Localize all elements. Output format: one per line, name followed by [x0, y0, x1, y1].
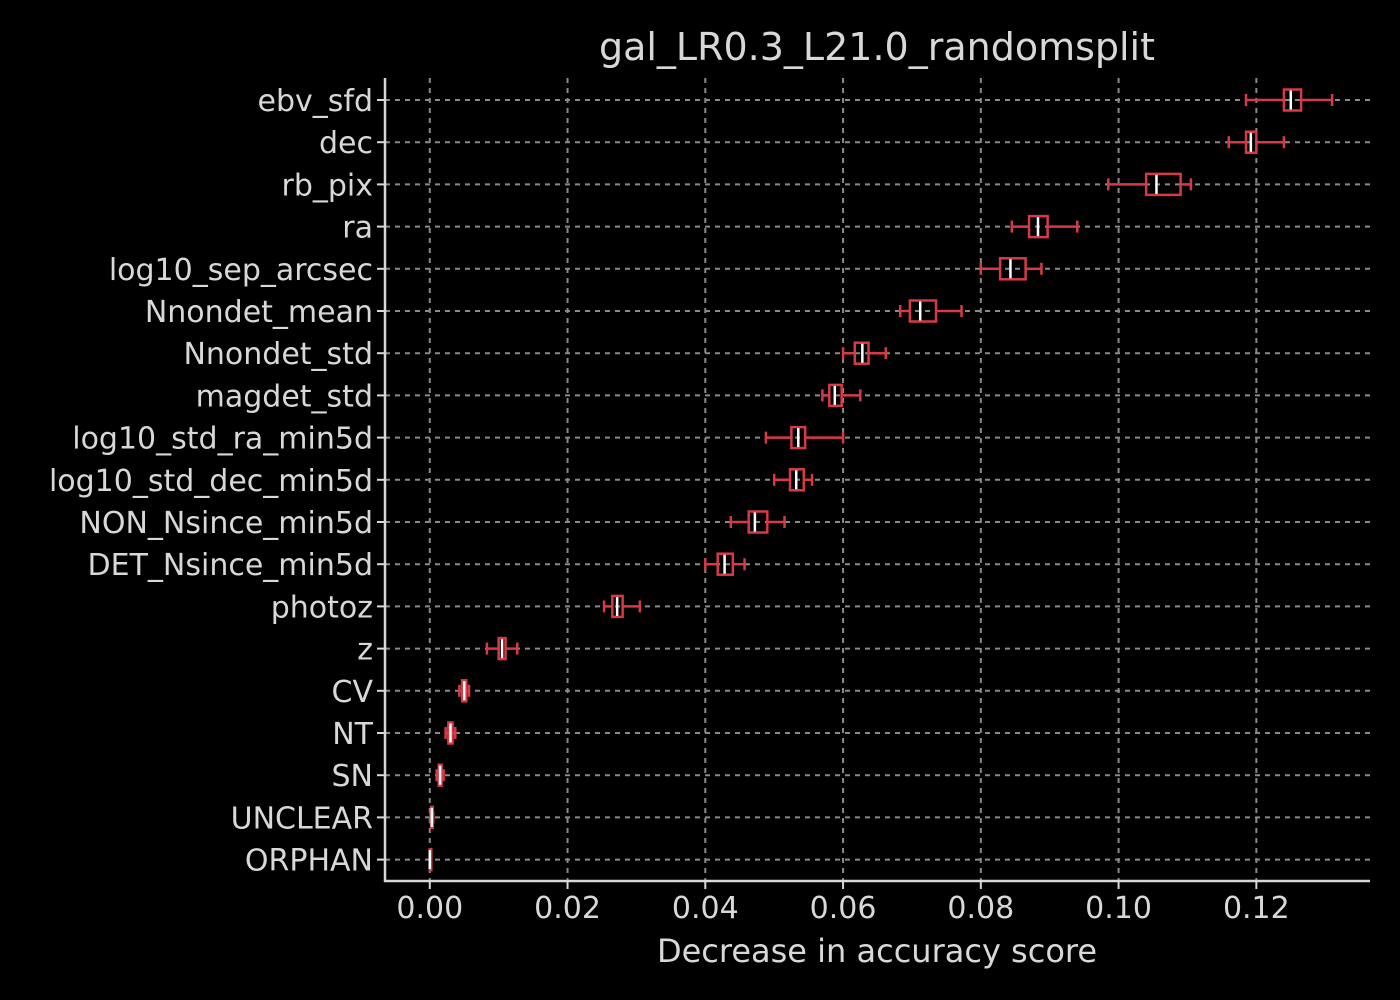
box-log10_std_dec_min5d: [772, 468, 814, 492]
y-tick-label-CV: CV: [332, 675, 374, 710]
box-log10_std_ra_min5d: [764, 425, 845, 450]
x-tick-label-3: 0.06: [810, 891, 877, 926]
box-ebv_sfd: [1244, 88, 1334, 112]
y-tick-label-log10_std_dec_min5d: log10_std_dec_min5d: [49, 464, 373, 499]
x-tick-label-0: 0.00: [396, 891, 463, 926]
x-tick-label-5: 0.10: [1085, 891, 1152, 926]
x-tick-label-2: 0.04: [672, 891, 739, 926]
y-tick-label-ebv_sfd: ebv_sfd: [258, 84, 374, 119]
box-log10_sep_arcsec: [979, 257, 1043, 281]
box-body-log10_sep_arcsec: [998, 257, 1027, 281]
box-NT: [444, 721, 457, 745]
box-body-NT: [447, 721, 454, 745]
x-tick-label-1: 0.02: [534, 891, 601, 926]
box-rb_pix: [1107, 172, 1193, 197]
box-body-ebv_sfd: [1282, 88, 1303, 112]
box-body-CV: [460, 679, 468, 703]
box-ORPHAN: [428, 847, 433, 872]
box-DET_Nsince_min5d: [704, 552, 746, 576]
y-tick-label-SN: SN: [332, 759, 373, 794]
chart-title: gal_LR0.3_L21.0_randomsplit: [599, 25, 1155, 69]
x-tick-label-6: 0.12: [1223, 891, 1290, 926]
y-tick-label-log10_std_ra_min5d: log10_std_ra_min5d: [72, 422, 373, 457]
box-body-Nnondet_mean: [908, 299, 938, 323]
x-tick-label-4: 0.08: [947, 891, 1014, 926]
box-z: [485, 636, 519, 661]
y-tick-label-NON_Nsince_min5d: NON_Nsince_min5d: [79, 506, 373, 541]
box-body-z: [497, 636, 507, 661]
y-tick-label-ra: ra: [342, 211, 373, 246]
y-tick-label-dec: dec: [319, 126, 373, 161]
x-tick-labels: 0.00 0.02 0.04 0.06 0.08 0.10 0.12: [396, 881, 1290, 926]
y-tick-label-Nnondet_std: Nnondet_std: [183, 337, 373, 372]
y-tick-label-photoz: photoz: [271, 590, 373, 625]
box-body-SN: [437, 763, 443, 787]
box-body-dec: [1244, 130, 1258, 154]
box-body-DET_Nsince_min5d: [716, 552, 735, 576]
box-body-rb_pix: [1144, 172, 1182, 197]
box-body-log10_std_ra_min5d: [790, 425, 807, 450]
y-tick-label-z: z: [357, 633, 373, 668]
box-magdet_std: [821, 383, 862, 408]
box-series: [428, 88, 1334, 872]
y-tick-label-rb_pix: rb_pix: [281, 168, 373, 203]
y-tick-label-magdet_std: magdet_std: [196, 379, 373, 414]
box-UNCLEAR: [429, 805, 435, 830]
box-photoz: [602, 594, 642, 619]
box-body-Nnondet_std: [853, 341, 870, 365]
box-Nnondet_mean: [898, 299, 963, 323]
box-NON_Nsince_min5d: [729, 510, 786, 534]
box-body-ra: [1027, 214, 1049, 239]
box-body-NON_Nsince_min5d: [747, 510, 769, 534]
y-tick-label-UNCLEAR: UNCLEAR: [231, 801, 373, 836]
box-SN: [435, 763, 445, 787]
box-ra: [1010, 214, 1079, 239]
box-dec: [1227, 130, 1286, 154]
x-axis-label: Decrease in accuracy score: [657, 932, 1097, 970]
box-body-photoz: [611, 594, 624, 619]
y-tick-label-NT: NT: [332, 717, 373, 752]
y-tick-label-ORPHAN: ORPHAN: [245, 844, 373, 879]
box-CV: [458, 679, 471, 703]
y-tick-label-Nnondet_mean: Nnondet_mean: [145, 295, 373, 330]
y-tick-label-log10_sep_arcsec: log10_sep_arcsec: [109, 253, 373, 288]
box-body-log10_std_dec_min5d: [788, 468, 806, 492]
box-body-magdet_std: [828, 383, 843, 408]
y-tick-label-DET_Nsince_min5d: DET_Nsince_min5d: [88, 548, 373, 583]
box-Nnondet_std: [841, 341, 888, 365]
